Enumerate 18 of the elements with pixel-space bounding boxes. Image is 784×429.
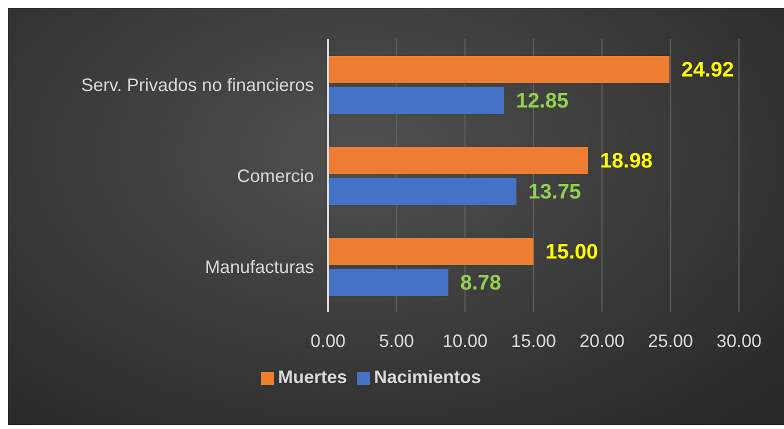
data-label: 8.78 bbox=[460, 272, 502, 294]
y-tick-label: Serv. Privados no financieros bbox=[81, 74, 314, 95]
x-tick-label: 5.00 bbox=[378, 330, 414, 351]
y-tick-label: Manufacturas bbox=[204, 256, 314, 277]
legend-label: Nacimientos bbox=[374, 367, 482, 387]
data-label: 18.98 bbox=[600, 150, 653, 172]
x-tick-label: 20.00 bbox=[579, 330, 625, 351]
x-tick-label: 0.00 bbox=[310, 330, 346, 351]
legend-label: Muertes bbox=[278, 367, 347, 387]
x-tick-label: 10.00 bbox=[442, 330, 488, 351]
x-tick-label: 15.00 bbox=[510, 330, 556, 351]
data-label: 24.92 bbox=[681, 58, 734, 82]
x-tick-label: 30.00 bbox=[716, 330, 762, 351]
data-label: 12.85 bbox=[516, 90, 569, 112]
y-tick-label: Comercio bbox=[236, 166, 314, 186]
data-label: 13.75 bbox=[528, 180, 582, 204]
x-tick-label: 25.00 bbox=[648, 330, 694, 351]
data-label: 15.00 bbox=[546, 240, 598, 264]
